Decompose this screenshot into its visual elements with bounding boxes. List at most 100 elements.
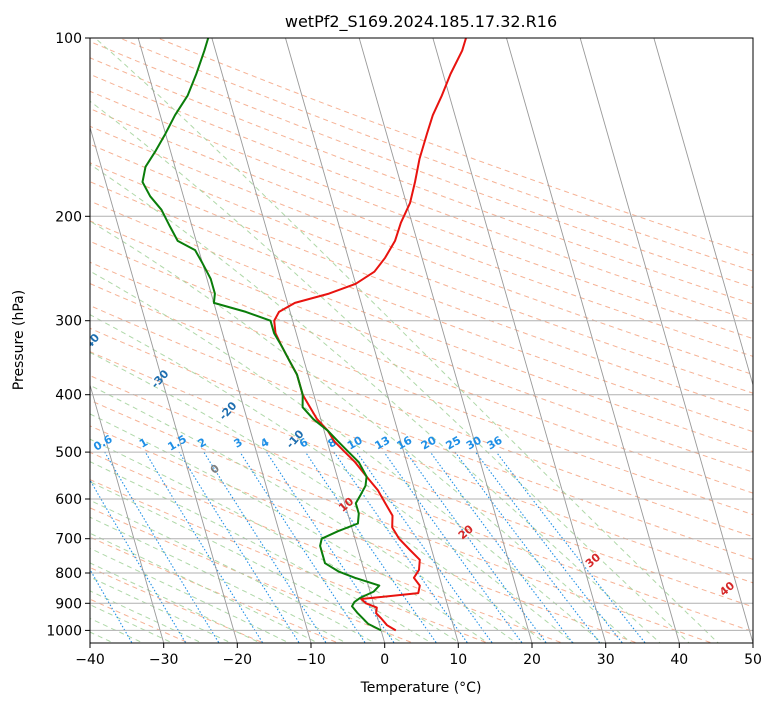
mixing-ratio-line [178, 451, 300, 643]
mixing-ratio-label: 36 [485, 433, 505, 452]
mixing-ratio-line [356, 451, 493, 643]
y-tick-label: 100 [55, 31, 82, 47]
y-tick-label: 400 [55, 388, 82, 404]
x-tick-label: −10 [296, 652, 326, 668]
moist-adiabat-line [90, 590, 204, 643]
isotherm-line [579, 38, 753, 643]
y-tick-label: 1000 [46, 623, 82, 639]
mixing-ratio-label: 13 [372, 434, 392, 453]
background-lines [0, 38, 753, 645]
mixing-ratio-line [0, 452, 83, 645]
moist-adiabat-line [90, 100, 690, 643]
x-tick-label: 30 [597, 652, 615, 668]
moist-adiabat-line [90, 516, 348, 643]
isotherm-line [653, 38, 753, 387]
moist-adiabat-line [90, 438, 461, 643]
isotherm-line [211, 38, 386, 643]
y-axis-label: Pressure (hPa) [11, 290, 27, 390]
moist-adiabat-label: -40 [79, 331, 102, 355]
isotherm-line [506, 38, 680, 643]
moist-adiabat-line [90, 576, 233, 643]
mixing-ratio-label: 10 [345, 433, 365, 452]
dry-adiabat-line [90, 425, 639, 643]
moist-adiabat-line [90, 547, 291, 643]
dry-adiabat-line [90, 181, 753, 433]
mixing-ratio-label: 30 [464, 433, 484, 452]
mixing-ratio-line [333, 451, 469, 643]
dry-adiabat-line [90, 240, 753, 494]
isotherm-line [285, 38, 459, 643]
y-axis: 100 200 300 400 500 600 700 800 900 1000 [46, 31, 90, 639]
moist-adiabat-line [90, 413, 489, 643]
mixing-ratio-label: 3 [232, 436, 245, 451]
dry-adiabat-line [90, 73, 753, 322]
y-tick-label: 700 [55, 532, 82, 548]
mixing-ratio-line [266, 451, 395, 643]
dry-adiabat-line [90, 200, 753, 453]
x-tick-label: 20 [523, 652, 541, 668]
x-tick-label: −40 [75, 652, 105, 668]
chart-title: wetPf2_S169.2024.185.17.32.R16 [285, 12, 557, 32]
x-tick-label: −30 [149, 652, 179, 668]
mixing-ratio-label: 0.2 [10, 433, 33, 454]
moist-adiabat-line [90, 481, 405, 643]
x-axis: −40 −30 −20 −10 0 10 20 30 40 50 [75, 643, 762, 668]
isotherm-line [90, 125, 238, 643]
dry-adiabat-line [157, 38, 753, 256]
temperature-line [273, 38, 467, 632]
y-tick-label: 900 [55, 596, 82, 612]
dry-adiabat-line [90, 507, 415, 643]
mixing-ratio-line [144, 451, 264, 643]
x-tick-label: 50 [744, 652, 762, 668]
y-tick-label: 200 [55, 209, 82, 225]
dry-adiabat-label: 10 [336, 495, 356, 515]
isotherm-line [358, 38, 533, 643]
dry-adiabat-line [90, 162, 753, 413]
dry-adiabat-line [90, 451, 564, 643]
dewpoint-line [141, 38, 382, 632]
grid-lines [90, 38, 753, 643]
y-tick-label: 800 [55, 566, 82, 582]
dry-adiabat-line [90, 479, 490, 643]
mixing-ratio-label: 1.5 [166, 433, 189, 454]
dry-adiabat-line [90, 283, 753, 538]
dry-adiabat-line [90, 261, 753, 516]
x-axis-label: Temperature (°C) [360, 680, 482, 696]
dry-adiabat-line [90, 57, 753, 305]
y-tick-label: 500 [55, 445, 82, 461]
dry-adiabat-line [90, 90, 753, 340]
mixing-ratio-line [405, 451, 547, 643]
x-tick-label: −20 [223, 652, 253, 668]
isotherm-line [432, 38, 607, 643]
dry-adiabat-line [90, 220, 753, 473]
mixing-ratio-line [104, 451, 220, 643]
dry-adiabat-line [119, 38, 753, 272]
isotherm-line [90, 383, 165, 643]
y-tick-label: 600 [55, 492, 82, 508]
mixing-ratio-line [454, 451, 601, 643]
moist-adiabat-line [94, 38, 720, 643]
dry-adiabat-line [90, 351, 753, 608]
y-tick-label: 300 [55, 314, 82, 330]
mixing-ratio-label: 2 [195, 436, 208, 451]
dry-adiabat-line [90, 108, 753, 357]
moist-adiabat-line [90, 562, 262, 643]
dry-adiabat-line [90, 125, 753, 376]
dry-adiabat-line [90, 536, 340, 643]
x-tick-label: 40 [670, 652, 688, 668]
isotherm-line [137, 38, 312, 643]
dry-adiabat-line [90, 143, 753, 394]
moist-adiabat-line [90, 163, 661, 643]
mixing-ratio-line [475, 451, 624, 643]
dry-adiabat-line [90, 327, 753, 584]
mixing-ratio-line [239, 451, 366, 643]
x-tick-label: 10 [449, 652, 467, 668]
series-lines [141, 38, 467, 632]
mixing-ratio-label: 0.6 [91, 432, 115, 453]
moist-adiabat-line [90, 314, 575, 643]
dry-adiabat-line [90, 375, 753, 633]
dry-adiabat-label: 0 [208, 462, 222, 477]
moist-adiabat-label: -20 [217, 399, 240, 423]
